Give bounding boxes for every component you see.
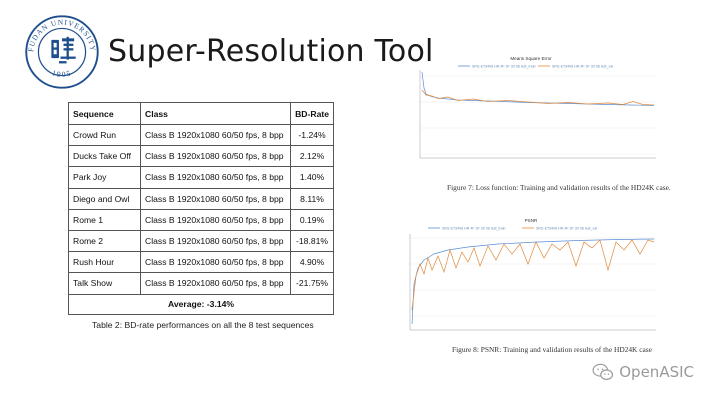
loss-train-line [421,71,655,106]
loss-chart-title: Means Square Error [510,56,552,61]
average-cell: Average: -3.14% [68,293,334,315]
bd-rate-cell: -21.75% [290,272,334,295]
svg-text:FUDAN UNIVERSITY: FUDAN UNIVERSITY [27,19,97,53]
table-header-row: Sequence Class BD-Rate [68,102,334,125]
table-row: Talk Show Class B 1920x1080 60/50 fps, 8… [68,272,334,295]
class-cell: Class B 1920x1080 60/50 fps, 8 bpp [139,145,292,168]
table-average-row: Average: -3.14% [68,293,334,315]
sequence-cell: Rush Hour [68,251,141,274]
bd-rate-cell: -18.81% [290,229,334,253]
psnr-chart: PSNR SRS-ET3408 HR 4F 3F 30 08 test_trai… [398,214,664,342]
column-header: Class [139,102,292,125]
table-row: Rome 1 Class B 1920x1080 60/50 fps, 8 bp… [68,208,334,231]
legend-val-label: SRS-ET3408 HR 4F 3F 30 08 test_val [536,226,597,230]
psnr-chart-title: PSNR [525,218,538,223]
psnr-figure-caption: Figure 8: PSNR: Training and validation … [452,345,652,354]
class-cell: Class B 1920x1080 60/50 fps, 8 bpp [139,208,292,231]
psnr-train-line [411,238,655,325]
class-cell: Class B 1920x1080 60/50 fps, 8 bpp [139,229,292,253]
bd-rate-cell: 4.90% [290,251,334,274]
sequence-cell: Talk Show [68,272,141,295]
loss-val-line [421,89,655,106]
psnr-gridlines [410,237,656,317]
column-header: BD-Rate [290,102,334,125]
slide-title: Super-Resolution Tool [108,34,434,69]
sequence-cell: Ducks Take Off [68,145,141,168]
bd-rate-table: Sequence Class BD-Rate Crowd Run Class B… [68,102,334,315]
class-cell: Class B 1920x1080 60/50 fps, 8 bpp [139,251,292,274]
table-row: Ducks Take Off Class B 1920x1080 60/50 f… [68,145,334,168]
wechat-icon [592,363,614,380]
bd-rate-cell: 1.40% [290,166,334,189]
sequence-cell: Diego and Owl [68,187,141,210]
class-cell: Class B 1920x1080 60/50 fps, 8 bpp [139,272,292,295]
university-logo: FUDAN UNIVERSITY 1905 [24,14,100,90]
table-row: Rush Hour Class B 1920x1080 60/50 fps, 8… [68,251,334,274]
watermark: OpenASIC [592,363,694,381]
bd-rate-cell: 2.12% [290,145,334,168]
column-header: Sequence [68,102,141,125]
loss-chart: Means Square Error SRS-ET3408 HR 4F 3F 3… [398,50,664,172]
legend-train-label: SRS-ET3408 HR 4F 3F 30 08 test_train [442,226,506,230]
class-cell: Class B 1920x1080 60/50 fps, 8 bpp [139,123,292,147]
bd-rate-cell: 0.19% [290,208,334,231]
legend-train-label: SRS-ET3408 HR 4F 3F 30 08 test_train [472,64,536,68]
bd-rate-cell: -1.24% [290,123,334,147]
table-row: Rome 2 Class B 1920x1080 60/50 fps, 8 bp… [68,229,334,253]
loss-figure-caption: Figure 7: Loss function: Training and va… [447,183,671,192]
psnr-val-line [411,239,655,311]
table-row: Park Joy Class B 1920x1080 60/50 fps, 8 … [68,166,334,189]
table-caption: Table 2: BD-rate performances on all the… [92,320,314,330]
watermark-text: OpenASIC [619,363,694,381]
svg-text:1905: 1905 [51,68,73,79]
sequence-cell: Rome 1 [68,208,141,231]
bd-rate-cell: 8.11% [290,187,334,210]
class-cell: Class B 1920x1080 60/50 fps, 8 bpp [139,166,292,189]
sequence-cell: Crowd Run [68,123,141,147]
sequence-cell: Park Joy [68,166,141,189]
class-cell: Class B 1920x1080 60/50 fps, 8 bpp [139,187,292,210]
table-row: Diego and Owl Class B 1920x1080 60/50 fp… [68,187,334,210]
table-row: Crowd Run Class B 1920x1080 60/50 fps, 8… [68,123,334,147]
legend-val-label: SRS-ET3408 HR 4F 3F 30 08 test_val [552,64,613,68]
sequence-cell: Rome 2 [68,229,141,253]
loss-gridlines [420,75,656,155]
fudan-seal-icon: FUDAN UNIVERSITY 1905 [25,15,99,89]
